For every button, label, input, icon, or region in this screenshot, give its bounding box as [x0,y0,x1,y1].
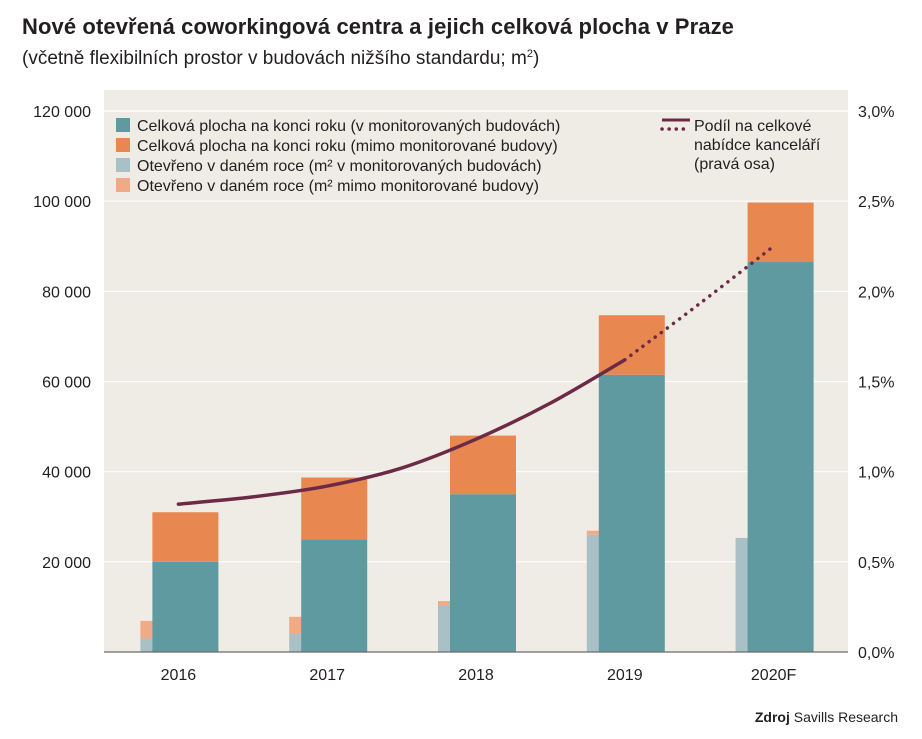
total-bar-total-outside [152,512,219,562]
share-line-actual [176,358,627,506]
source-note: Zdroj Savills Research [755,709,898,725]
subtitle-text: (včetně flexibilních prostor v budovách … [22,48,527,69]
left-axis-tick-label: 120 000 [33,104,91,121]
total-bar-total-outside [598,315,665,375]
left-axis-tick-label: 60 000 [42,375,91,392]
total-bar-total-monitored [450,494,516,652]
x-axis-tick-label: 2019 [607,667,643,684]
left-axis-tick-label: 80 000 [42,284,91,301]
right-axis-tick-label: 1,5% [858,375,894,392]
left-axis-tick-label: 40 000 [42,465,91,482]
source-label: Zdroj [754,709,790,725]
chart-title: Nové otevřená coworkingová centra a jeji… [22,14,735,39]
left-axis-tick-label: 100 000 [33,194,91,211]
right-axis-tick-label: 2,5% [858,194,894,211]
share-line-forecast [623,244,776,362]
x-axis-tick-label: 2018 [458,667,494,684]
total-bar-total-monitored [152,561,219,652]
legend-swatch-opened-monitored [116,158,130,172]
x-axis-tick-label: 2020F [751,667,797,684]
legend-label: Otevřeno v daném roce (m² v monitorovaný… [137,158,542,175]
subtitle-end: ) [532,48,540,69]
total-bar-total-monitored [598,374,665,652]
right-axis-tick-label: 3,0% [858,104,894,121]
right-axis-tick-label: 0,0% [858,645,894,662]
legend-label: Otevřeno v daném roce (m² mimo monitorov… [137,178,539,195]
x-axis-tick-label: 2017 [309,667,345,684]
x-axis-tick-label: 2016 [161,667,197,684]
legend-line-label: (pravá osa) [694,156,775,173]
legend-swatch-total-outside [116,138,130,152]
right-axis-tick-label: 1,0% [858,465,894,482]
subtitle-superscript: 2 [526,48,533,60]
right-axis-tick-label: 0,5% [858,555,894,572]
legend-label: Celková plocha na konci roku (v monitoro… [137,118,560,135]
legend-swatch-opened-outside [116,178,130,192]
total-bar-total-outside [301,477,368,540]
legend-label: Celková plocha na konci roku (mimo monit… [137,138,558,155]
total-bar-total-monitored [301,539,368,652]
total-bar-total-outside [747,202,814,263]
total-bar-total-monitored [747,262,814,652]
source-text: Savills Research [793,709,898,725]
legend-line-label: nabídce kanceláří [694,137,821,154]
right-axis-tick-label: 2,0% [858,284,894,301]
legend-line-label: Podíl na celkové [694,118,812,135]
legend-swatch-total-monitored [116,118,130,132]
left-axis-tick-label: 20 000 [42,555,91,572]
chart-subtitle: (včetně flexibilních prostor v budovách … [22,48,539,70]
